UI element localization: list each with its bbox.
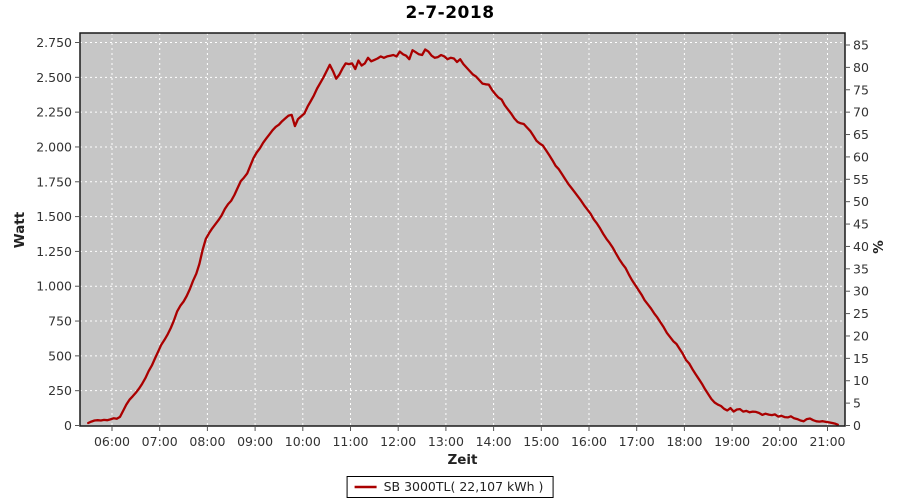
y-left-tick-label: 2.500 <box>36 70 72 85</box>
y-right-tick-label: 55 <box>853 172 869 187</box>
y-right-tick-label: 75 <box>853 82 869 97</box>
y-left-tick-label: 0 <box>64 418 72 433</box>
y-left-tick-label: 250 <box>48 383 72 398</box>
y-left-tick-label: 1.000 <box>36 279 72 294</box>
x-tick-label: 10:00 <box>285 434 321 449</box>
x-tick-label: 07:00 <box>142 434 178 449</box>
y-right-tick-label: 10 <box>853 373 869 388</box>
legend: SB 3000TL( 22,107 kWh ) <box>346 476 554 498</box>
series-line <box>87 48 839 426</box>
x-tick-label: 15:00 <box>523 434 559 449</box>
y-right-tick-label: 5 <box>853 396 861 411</box>
y-right-tick-label: 60 <box>853 149 869 164</box>
x-tick-label: 19:00 <box>714 434 750 449</box>
plot-background <box>80 33 845 426</box>
y-right-tick-label: 70 <box>853 105 869 120</box>
y-right-tick-label: 25 <box>853 306 869 321</box>
y-right-tick-label: 85 <box>853 38 869 53</box>
x-tick-label: 09:00 <box>237 434 273 449</box>
y-left-tick-label: 2.250 <box>36 105 72 120</box>
legend-series-line-icon <box>354 485 377 488</box>
x-tick-label: 08:00 <box>189 434 225 449</box>
y-right-tick-label: 0 <box>853 418 861 433</box>
x-tick-label: 12:00 <box>380 434 416 449</box>
y-left-tick-label: 2.000 <box>36 139 72 154</box>
y-left-tick-label: 500 <box>48 348 72 363</box>
y-right-tick-label: 45 <box>853 217 869 232</box>
y-left-tick-label: 750 <box>48 314 72 329</box>
y-right-tick-label: 50 <box>853 194 869 209</box>
x-tick-label: 17:00 <box>619 434 655 449</box>
y-right-tick-label: 35 <box>853 261 869 276</box>
y-right-tick-label: 15 <box>853 351 869 366</box>
y-left-axis-label: Watt <box>12 211 28 249</box>
x-tick-label: 21:00 <box>809 434 845 449</box>
x-tick-label: 13:00 <box>428 434 464 449</box>
y-left-tick-label: 2.750 <box>36 35 72 50</box>
x-tick-label: 20:00 <box>762 434 798 449</box>
y-right-axis-label: % <box>871 240 887 254</box>
x-tick-label: 06:00 <box>94 434 130 449</box>
x-tick-label: 16:00 <box>571 434 607 449</box>
legend-series-label: SB 3000TL( 22,107 kWh ) <box>383 479 544 494</box>
chart-title: 2-7-2018 <box>405 3 495 23</box>
y-left-tick-label: 1.250 <box>36 244 72 259</box>
y-right-tick-label: 40 <box>853 239 869 254</box>
y-right-tick-label: 80 <box>853 60 869 75</box>
y-left-tick-label: 1.500 <box>36 209 72 224</box>
x-tick-label: 18:00 <box>666 434 702 449</box>
y-right-tick-label: 20 <box>853 328 869 343</box>
x-tick-label: 14:00 <box>476 434 512 449</box>
y-right-tick-label: 30 <box>853 284 869 299</box>
y-right-tick-label: 65 <box>853 127 869 142</box>
plot-border <box>79 32 846 427</box>
x-tick-label: 11:00 <box>332 434 368 449</box>
x-axis-label: Zeit <box>447 452 478 468</box>
y-left-tick-label: 1.750 <box>36 174 72 189</box>
